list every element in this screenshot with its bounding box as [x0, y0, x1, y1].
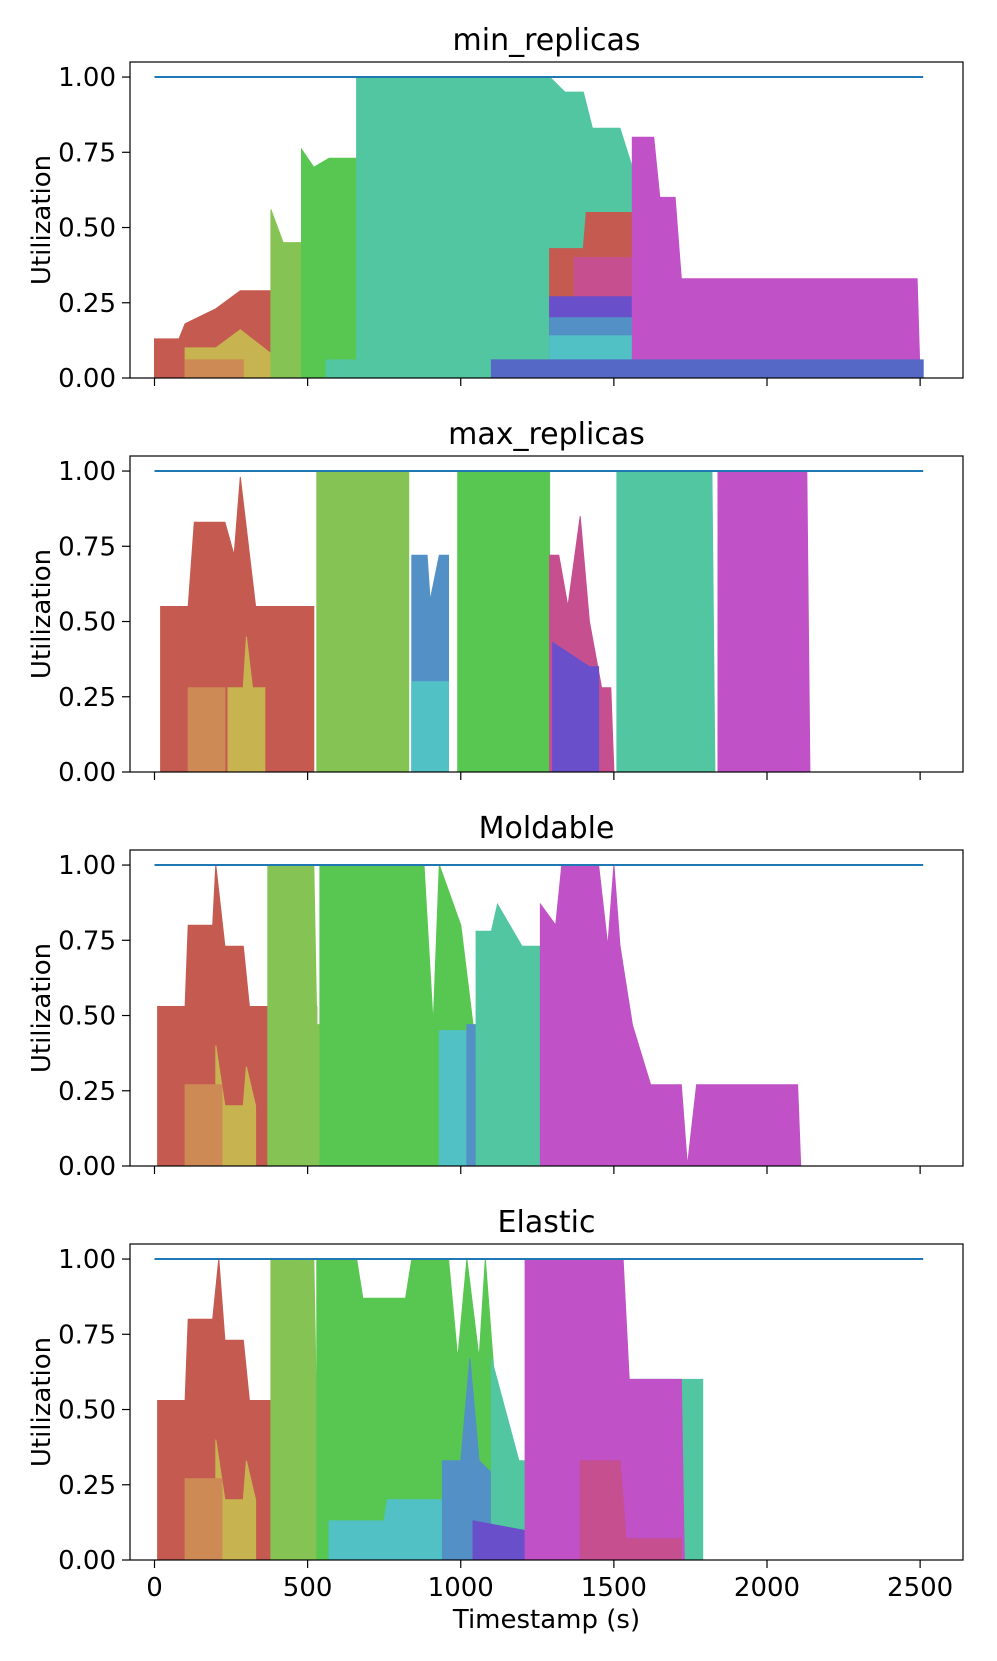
area-job-3-panel-2 [187, 687, 226, 773]
y-axis-label-panel-3: Utilization [27, 943, 57, 1073]
y-tick-label: 0.25 [58, 289, 116, 319]
x-tick-label: 1500 [581, 1573, 647, 1603]
plot-frame-panel-4 [129, 1243, 964, 1561]
y-tick-label: 0.25 [58, 683, 116, 713]
y-tick-label: 0.75 [58, 926, 116, 956]
panel-title-1: min_replicas [453, 23, 641, 58]
area-job-3-panel-4 [184, 1478, 223, 1561]
x-tick-label: 2500 [887, 1573, 953, 1603]
area-job-3-panel-1 [184, 359, 244, 379]
panel-title-3: Moldable [479, 811, 615, 846]
area-job-6-panel-3 [438, 1030, 471, 1167]
plot-frame-panel-1 [129, 61, 964, 379]
y-tick-label: 0.50 [58, 214, 116, 244]
area-job-3-panel-3 [184, 1084, 223, 1167]
y-axis-label-panel-1: Utilization [27, 155, 57, 285]
y-tick-label: 0.00 [58, 364, 116, 394]
area-job-15-panel-1 [490, 359, 924, 379]
x-tick-label: 2000 [734, 1573, 800, 1603]
y-tick-label: 0.50 [58, 1396, 116, 1426]
y-tick-label: 0.00 [58, 1152, 116, 1182]
x-tick-label: 500 [283, 1573, 333, 1603]
y-tick-label: 0.75 [58, 1320, 116, 1350]
area-job-7-panel-1 [325, 359, 492, 379]
panel-title-4: Elastic [498, 1205, 596, 1240]
area-job-7-panel-2 [457, 470, 551, 773]
area-job-2-panel-4 [215, 1439, 257, 1561]
y-axis-label-panel-2: Utilization [27, 549, 57, 679]
y-tick-label: 0.75 [58, 532, 116, 562]
y-tick-label: 1.00 [58, 1245, 116, 1275]
y-tick-label: 1.00 [58, 851, 116, 881]
y-tick-label: 1.00 [58, 63, 116, 93]
y-tick-label: 0.25 [58, 1471, 116, 1501]
x-tick-label: 0 [146, 1573, 163, 1603]
y-axis-label-panel-4: Utilization [27, 1337, 57, 1467]
area-job-14-panel-1 [631, 136, 921, 379]
x-axis-label: Timestamp (s) [452, 1605, 640, 1635]
x-tick-label: 1000 [428, 1573, 494, 1603]
y-tick-label: 0.75 [58, 138, 116, 168]
y-tick-label: 0.00 [58, 1546, 116, 1576]
area-job-6-panel-2 [411, 681, 449, 773]
y-tick-label: 0.00 [58, 758, 116, 788]
y-tick-label: 0.50 [58, 608, 116, 638]
area-job-2-panel-3 [215, 1045, 257, 1167]
area-job-4-panel-2 [316, 470, 410, 773]
area-job-11-panel-2 [717, 470, 811, 773]
y-tick-label: 0.50 [58, 1002, 116, 1032]
plot-frame-panel-2 [129, 455, 964, 773]
plot-frame-panel-3 [129, 849, 964, 1167]
area-job-2-panel-2 [227, 636, 266, 773]
y-tick-label: 0.25 [58, 1077, 116, 1107]
panel-title-2: max_replicas [448, 417, 645, 452]
area-job-11-panel-3 [539, 864, 802, 1167]
area-job-10-panel-2 [616, 470, 716, 773]
y-tick-label: 1.00 [58, 457, 116, 487]
